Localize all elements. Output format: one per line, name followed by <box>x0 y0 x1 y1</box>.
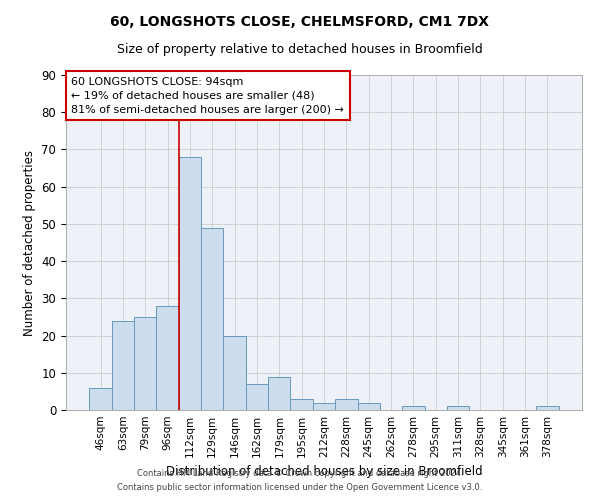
Bar <box>134 317 157 410</box>
Bar <box>402 406 425 410</box>
Bar <box>447 406 469 410</box>
Y-axis label: Number of detached properties: Number of detached properties <box>23 150 36 336</box>
Text: 60, LONGSHOTS CLOSE, CHELMSFORD, CM1 7DX: 60, LONGSHOTS CLOSE, CHELMSFORD, CM1 7DX <box>110 15 490 29</box>
Text: Contains public sector information licensed under the Open Government Licence v3: Contains public sector information licen… <box>118 484 482 492</box>
Bar <box>335 399 358 410</box>
Bar <box>358 402 380 410</box>
Bar <box>290 399 313 410</box>
Bar <box>201 228 223 410</box>
Text: Contains HM Land Registry data © Crown copyright and database right 2024.: Contains HM Land Registry data © Crown c… <box>137 468 463 477</box>
Bar <box>179 157 201 410</box>
Bar <box>223 336 246 410</box>
Bar <box>157 306 179 410</box>
Bar <box>268 376 290 410</box>
Bar <box>246 384 268 410</box>
Bar <box>536 406 559 410</box>
Bar <box>112 320 134 410</box>
X-axis label: Distribution of detached houses by size in Broomfield: Distribution of detached houses by size … <box>166 466 482 478</box>
Bar <box>89 388 112 410</box>
Text: 60 LONGSHOTS CLOSE: 94sqm
← 19% of detached houses are smaller (48)
81% of semi-: 60 LONGSHOTS CLOSE: 94sqm ← 19% of detac… <box>71 76 344 114</box>
Bar <box>313 402 335 410</box>
Text: Size of property relative to detached houses in Broomfield: Size of property relative to detached ho… <box>117 42 483 56</box>
